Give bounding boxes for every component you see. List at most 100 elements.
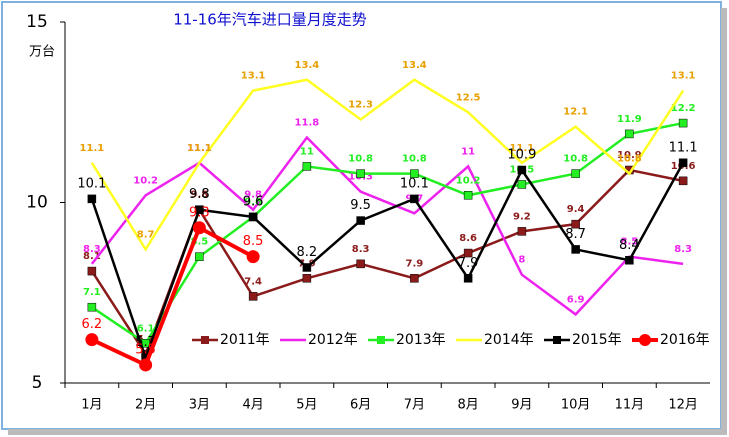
data-label: 5.5: [135, 342, 156, 357]
x-tick-label: 8月: [457, 398, 478, 413]
point: [195, 205, 204, 214]
point: [302, 263, 312, 272]
legend-label: 2016年: [660, 332, 710, 348]
data-label: 11.1: [187, 143, 212, 154]
data-label: 8.5: [621, 237, 639, 248]
point: [625, 256, 634, 265]
point: [678, 176, 688, 186]
legend-marker: [553, 336, 561, 344]
data-label: 12.2: [671, 103, 696, 114]
point: [302, 274, 312, 283]
data-label: 10.8: [617, 154, 642, 165]
x-tick-label: 11月: [615, 398, 645, 413]
legend-marker: [639, 334, 651, 346]
data-label: 11: [300, 146, 314, 157]
point: [517, 227, 527, 236]
data-label: 13.4: [402, 60, 427, 71]
data-label: 8.4: [619, 238, 640, 253]
point: [87, 266, 97, 276]
data-label: 8.3: [352, 244, 370, 255]
data-label: 9.6: [243, 194, 264, 209]
point: [87, 302, 97, 312]
data-label: 9.8: [189, 187, 210, 202]
data-label: 12.1: [563, 107, 588, 118]
x-tick-label: 9月: [511, 398, 532, 413]
data-label: 13.1: [671, 71, 696, 82]
series-line: [91, 224, 255, 368]
point: [87, 194, 97, 204]
point: [246, 250, 260, 264]
data-label: 7.9: [406, 258, 424, 269]
data-label: 8.3: [674, 244, 692, 255]
point: [139, 358, 153, 372]
data-label: 11.1: [80, 143, 105, 154]
frame: [1, 1, 722, 430]
point: [517, 180, 527, 189]
point: [678, 118, 688, 128]
data-label: 8.5: [243, 234, 264, 249]
data-label: 12.3: [348, 99, 373, 110]
point: [463, 274, 473, 283]
data-label: 13.4: [295, 60, 320, 71]
data-label: 8.7: [137, 229, 155, 240]
data-label: 8.2: [297, 245, 318, 260]
shadow: [721, 8, 727, 435]
series-line: [90, 162, 685, 362]
data-label: 10.8: [563, 154, 588, 165]
point: [571, 219, 580, 229]
data-label: 11.1: [187, 143, 212, 154]
point: [463, 248, 473, 258]
x-tick-label: 2月: [135, 398, 156, 413]
data-label: 10.9: [507, 148, 536, 163]
data-label: 7.9: [458, 256, 479, 271]
data-label: 9.6: [244, 197, 262, 208]
x-tick-label: 1月: [81, 398, 102, 413]
data-label: 11.9: [617, 114, 642, 125]
point: [248, 212, 258, 222]
data-label: 9.4: [567, 204, 585, 215]
legend-marker: [201, 336, 209, 344]
shadow: [8, 429, 723, 435]
point: [410, 169, 419, 178]
data-label: 9.2: [513, 211, 531, 222]
data-label: 7.4: [244, 276, 262, 287]
legend-label: 2014年: [484, 332, 534, 348]
data-label: 8.6: [459, 233, 477, 244]
point: [356, 259, 365, 269]
point: [678, 158, 688, 168]
data-label: 11.1: [510, 143, 535, 154]
data-label: 10.1: [77, 176, 106, 191]
y-tick-label: 5: [32, 373, 43, 393]
series-line: [90, 78, 685, 252]
data-label: 10.2: [133, 175, 158, 186]
legend-label: 2012年: [308, 332, 358, 348]
data-label: 11.8: [295, 118, 320, 129]
y-axis-unit: 万台: [29, 45, 55, 60]
y-tick-label: 10: [26, 193, 48, 213]
data-label: 8: [518, 255, 525, 266]
data-label: 6.9: [567, 294, 585, 305]
point: [410, 194, 419, 204]
series-line: [91, 121, 684, 346]
chart-title: 11-16年汽车进口量月度走势: [173, 11, 367, 29]
x-tick-label: 10月: [561, 398, 591, 413]
data-label: 9.8: [191, 190, 209, 201]
data-label: 9.5: [350, 198, 371, 213]
data-label: 8.3: [83, 244, 101, 255]
point: [302, 162, 312, 171]
point: [248, 292, 258, 301]
point: [571, 245, 580, 254]
data-label: 6.2: [82, 317, 103, 332]
data-label: 12.5: [456, 92, 481, 103]
point: [356, 216, 365, 225]
x-tick-label: 3月: [189, 398, 210, 413]
point: [410, 274, 419, 283]
data-label: 6.1: [137, 323, 155, 334]
legend-label: 2013年: [396, 332, 446, 348]
legend-marker: [377, 336, 385, 344]
data-label: 10.1: [400, 176, 429, 191]
legend-label: 2011年: [220, 332, 270, 348]
data-label: 8.7: [565, 227, 586, 242]
point: [356, 169, 365, 178]
